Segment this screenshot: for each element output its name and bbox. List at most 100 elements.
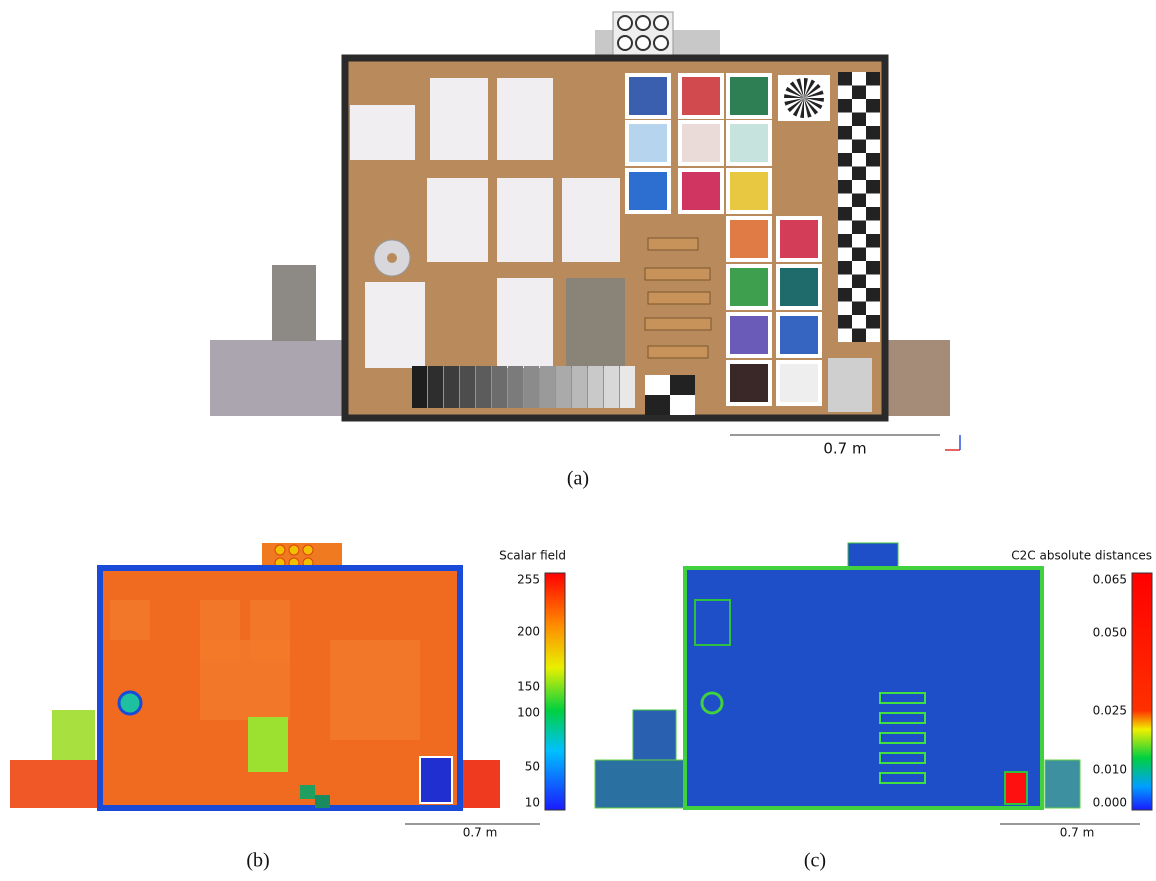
target — [617, 35, 633, 51]
target — [288, 544, 300, 556]
sample-sheet — [497, 278, 553, 368]
checker — [852, 139, 866, 153]
color-patch — [726, 120, 772, 166]
siemens-star-ray — [789, 81, 804, 98]
color-patch — [776, 360, 822, 406]
checker — [838, 126, 852, 140]
siemens-star-ray — [804, 79, 816, 98]
checker — [866, 72, 880, 86]
color-patch — [776, 216, 822, 262]
target — [653, 35, 669, 51]
color-patch — [726, 73, 772, 119]
block — [52, 710, 95, 760]
checker — [866, 315, 880, 329]
target — [302, 544, 314, 556]
block — [272, 265, 316, 341]
checker — [838, 288, 852, 302]
colorbar-tick-label: 150 — [517, 680, 540, 694]
siemens-star-ray — [784, 94, 804, 98]
bw-square — [645, 395, 670, 415]
color-patch — [625, 120, 671, 166]
gray-wedge — [540, 366, 555, 408]
siemens-star-ray — [804, 98, 824, 102]
colorbar-tick-label: 100 — [517, 706, 540, 720]
checker — [866, 126, 880, 140]
color-patch — [776, 264, 822, 310]
checker — [866, 234, 880, 248]
block — [10, 760, 105, 808]
foil-patch — [1004, 771, 1028, 805]
cd-hole — [387, 253, 397, 263]
siemens-star-ray — [784, 98, 804, 106]
wood-stick — [644, 317, 712, 331]
granite-region — [248, 717, 288, 772]
color-patch — [625, 73, 671, 119]
scale-label: 0.7 m — [1060, 826, 1095, 840]
granite-sheet — [566, 278, 625, 368]
gray-wedge — [444, 366, 459, 408]
block — [594, 759, 691, 809]
sample-sheet — [365, 282, 425, 368]
target — [635, 15, 651, 31]
siemens-star-ray — [804, 78, 808, 98]
color-patch — [625, 168, 671, 214]
bw-square — [315, 795, 330, 808]
color-patch — [726, 360, 772, 406]
checker — [852, 112, 866, 126]
sample-sheet — [350, 105, 415, 160]
colorbar-tick-label: 0.010 — [1093, 763, 1127, 777]
foil-patch — [828, 358, 872, 412]
checker — [838, 153, 852, 167]
siemens-star-ray — [792, 98, 804, 117]
colorbar-tick-label: 0.050 — [1093, 626, 1127, 640]
color-patch — [678, 120, 724, 166]
gray-wedge — [572, 366, 587, 408]
checker — [852, 85, 866, 99]
sample-sheet — [427, 178, 488, 262]
sample-region — [200, 640, 290, 720]
checker — [852, 328, 866, 342]
checker — [852, 247, 866, 261]
color-patch — [726, 168, 772, 214]
siemens-star-ray — [800, 98, 804, 118]
checker — [866, 180, 880, 194]
block — [210, 340, 360, 416]
siemens-star-ray — [804, 90, 824, 98]
gray-wedge — [428, 366, 443, 408]
sample-sheet — [497, 178, 553, 262]
gray-wedge — [508, 366, 523, 408]
checker — [838, 72, 852, 86]
color-patch — [678, 73, 724, 119]
panel-label: (a) — [567, 468, 589, 490]
sample-region — [110, 600, 150, 640]
colorbar-title: Scalar field — [499, 549, 566, 563]
colorbar-tick-label: 0.000 — [1093, 796, 1127, 810]
siemens-star-ray — [804, 98, 819, 115]
checker — [852, 274, 866, 288]
checker — [866, 261, 880, 275]
checker — [852, 301, 866, 315]
siemens-star-ray — [785, 86, 804, 98]
colorbar-title: C2C absolute distances — [1011, 549, 1152, 563]
checker — [838, 261, 852, 275]
colorbar-tick-label: 50 — [525, 760, 540, 774]
colorbar-tick-label: 0.025 — [1093, 704, 1127, 718]
sample-region — [330, 640, 420, 740]
colorbar-tick-label: 200 — [517, 625, 540, 639]
checker — [838, 180, 852, 194]
checker — [866, 153, 880, 167]
foil-patch — [419, 756, 453, 804]
checker — [866, 288, 880, 302]
gray-wedge — [412, 366, 427, 408]
wood-stick — [879, 732, 926, 744]
panel-label: (c) — [804, 850, 826, 872]
siemens-star-ray — [804, 83, 821, 98]
checker — [852, 166, 866, 180]
color-patch — [726, 312, 772, 358]
gray-wedge — [556, 366, 571, 408]
color-patch — [726, 264, 772, 310]
colorbar-tick-label: 0.065 — [1093, 573, 1127, 587]
checker — [838, 234, 852, 248]
block — [1044, 759, 1081, 809]
